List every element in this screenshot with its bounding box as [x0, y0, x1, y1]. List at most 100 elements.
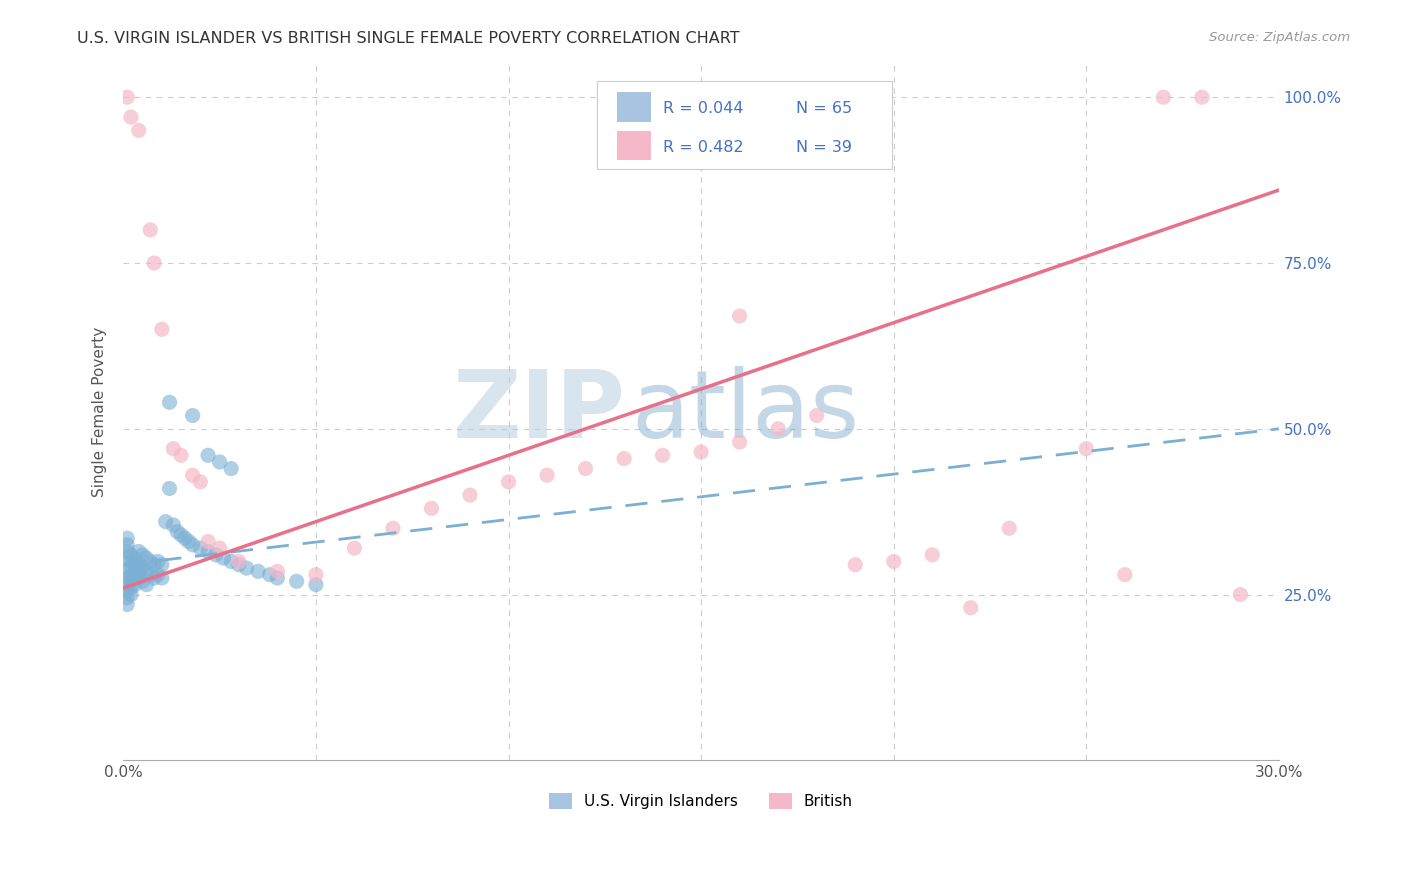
Text: ZIP: ZIP [453, 367, 626, 458]
Point [498, 475, 520, 489]
Point [235, 561, 257, 575]
Point [128, 565, 150, 579]
Point [135, 565, 157, 579]
Point [420, 501, 443, 516]
Point [170, 448, 193, 462]
Point [1076, 442, 1098, 456]
Point [266, 571, 288, 585]
Point [115, 584, 138, 599]
Point [150, 558, 173, 572]
Point [115, 551, 138, 566]
Text: N = 65: N = 65 [796, 102, 852, 117]
Point [131, 548, 153, 562]
Text: N = 39: N = 39 [796, 140, 852, 155]
Text: R = 0.044: R = 0.044 [664, 102, 744, 117]
Point [139, 223, 162, 237]
Text: R = 0.482: R = 0.482 [664, 140, 744, 155]
Point [381, 521, 404, 535]
Point [536, 468, 558, 483]
Legend: U.S. Virgin Islanders, British: U.S. Virgin Islanders, British [543, 788, 859, 815]
Point [285, 574, 308, 589]
Point [115, 591, 138, 605]
Bar [617, 131, 651, 160]
Point [143, 571, 166, 585]
Text: U.S. VIRGIN ISLANDER VS BRITISH SINGLE FEMALE POVERTY CORRELATION CHART: U.S. VIRGIN ISLANDER VS BRITISH SINGLE F… [77, 31, 740, 46]
Point [120, 561, 142, 575]
Point [1114, 567, 1136, 582]
Point [162, 518, 184, 533]
Point [124, 577, 146, 591]
Point [124, 571, 146, 585]
Point [181, 409, 204, 423]
Point [150, 571, 173, 585]
Point [120, 548, 142, 562]
Point [146, 567, 169, 582]
Point [120, 110, 142, 124]
Point [181, 468, 204, 483]
Point [574, 461, 596, 475]
Point [124, 551, 146, 566]
Point [128, 544, 150, 558]
Point [120, 554, 142, 568]
Point [150, 322, 173, 336]
Point [208, 455, 231, 469]
Point [115, 571, 138, 585]
Point [228, 558, 250, 572]
Point [181, 538, 204, 552]
Point [197, 544, 219, 558]
Point [115, 90, 138, 104]
Point [115, 598, 138, 612]
Point [124, 558, 146, 572]
Point [159, 482, 181, 496]
Point [115, 565, 138, 579]
Point [883, 554, 905, 568]
Point [228, 554, 250, 568]
Point [651, 448, 673, 462]
Point [728, 435, 751, 450]
Point [120, 574, 142, 589]
Point [166, 524, 188, 539]
Point [170, 528, 193, 542]
Point [844, 558, 866, 572]
Point [139, 567, 162, 582]
Point [146, 554, 169, 568]
Point [120, 581, 142, 595]
Point [162, 442, 184, 456]
Point [806, 409, 828, 423]
Point [247, 565, 270, 579]
Point [131, 574, 153, 589]
Point [766, 422, 789, 436]
Text: atlas: atlas [631, 367, 860, 458]
Point [159, 395, 181, 409]
Point [204, 548, 226, 562]
Point [1152, 90, 1174, 104]
Point [143, 558, 166, 572]
Point [305, 577, 328, 591]
Point [155, 515, 177, 529]
Point [128, 123, 150, 137]
Point [212, 551, 235, 566]
Point [131, 561, 153, 575]
Point [128, 571, 150, 585]
Bar [617, 92, 651, 121]
Point [197, 534, 219, 549]
Point [174, 531, 197, 545]
Point [728, 309, 751, 323]
Point [219, 461, 242, 475]
Point [188, 541, 211, 556]
Point [959, 600, 981, 615]
Point [135, 577, 157, 591]
Point [115, 538, 138, 552]
Point [135, 551, 157, 566]
Point [124, 565, 146, 579]
Point [208, 541, 231, 556]
Point [343, 541, 366, 556]
Point [1191, 90, 1213, 104]
Point [120, 567, 142, 582]
Point [305, 567, 328, 582]
Y-axis label: Single Female Poverty: Single Female Poverty [93, 327, 107, 498]
Point [458, 488, 481, 502]
Point [219, 554, 242, 568]
Point [115, 577, 138, 591]
Point [259, 567, 281, 582]
